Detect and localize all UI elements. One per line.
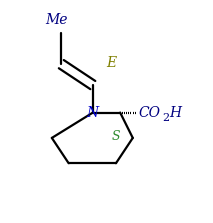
Text: 2: 2 — [162, 113, 169, 123]
Text: Me: Me — [46, 13, 68, 27]
Text: N: N — [87, 106, 99, 120]
Text: S: S — [112, 130, 120, 143]
Text: E: E — [106, 56, 117, 70]
Text: H: H — [169, 106, 181, 120]
Text: CO: CO — [138, 106, 160, 120]
